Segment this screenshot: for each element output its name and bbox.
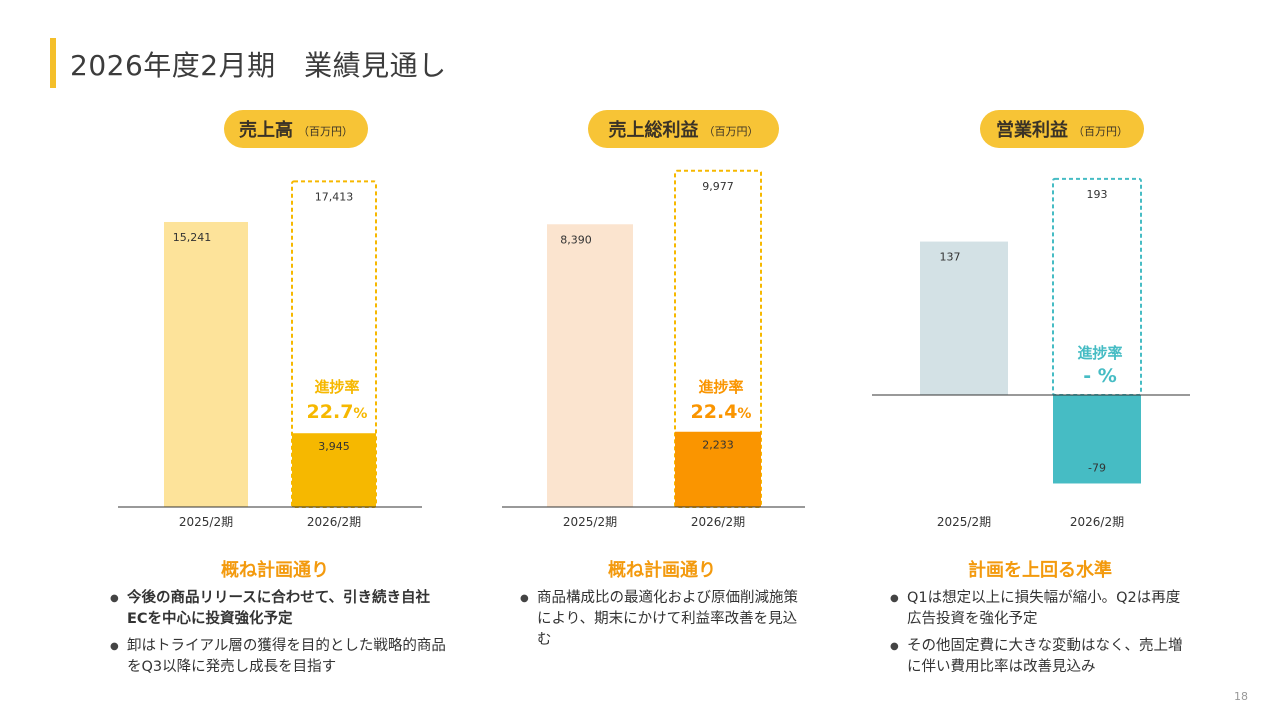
progress-label: 進捗率	[314, 378, 359, 396]
pill-gross-profit: 売上総利益 （百万円）	[588, 110, 779, 148]
heading-gross-profit: 概ね計画通り	[608, 560, 716, 581]
pill-operating-profit: 営業利益 （百万円）	[980, 110, 1144, 148]
pill-sales: 売上高 （百万円）	[224, 110, 368, 148]
bar-actual-value-label: 2,233	[702, 439, 734, 452]
bar-prev-value-label: 15,241	[173, 231, 212, 244]
progress-value: - %	[1083, 365, 1117, 387]
pill-title: 売上総利益	[608, 120, 699, 141]
bar-plan-value-label: 17,413	[315, 190, 354, 203]
bar-actual	[1053, 395, 1141, 484]
bar-actual	[292, 433, 376, 507]
page-title: 2026年度2月期 業績見通し	[70, 49, 447, 82]
progress-label: 進捗率	[698, 378, 743, 396]
progress-number: 22.4	[691, 401, 738, 423]
bar-actual	[675, 431, 761, 507]
x-tick-label: 2025/2期	[563, 515, 617, 529]
heading-operating-profit: 計画を上回る水準	[968, 560, 1112, 581]
title-accent-bar	[50, 38, 56, 88]
list-item: Q1は想定以上に損失幅が縮小。Q2は再度広告投資を強化予定	[890, 588, 1190, 630]
x-tick-label: 2026/2期	[691, 515, 745, 529]
bar-plan-outline	[1052, 177, 1142, 396]
heading-sales: 概ね計画通り	[221, 560, 329, 581]
bar-prev-value-label: 137	[940, 251, 961, 264]
bar-prev-year	[920, 241, 1008, 395]
pill-unit: （百万円）	[1073, 124, 1128, 138]
list-item: 今後の商品リリースに合わせて、引き続き自社ECを中心に投資強化予定	[110, 588, 450, 630]
bar-plan-value-label: 9,977	[702, 180, 734, 193]
bar-actual-value-label: -79	[1088, 461, 1106, 474]
bar-actual-value-label: 3,945	[318, 440, 350, 453]
page-number: 18	[1234, 690, 1248, 703]
x-tick-label: 2025/2期	[937, 515, 991, 529]
list-item: 卸はトライアル層の獲得を目的とした戦略的商品をQ3以降に発売し成長を目指す	[110, 636, 450, 678]
bar-plan-value-label: 193	[1087, 188, 1108, 201]
list-item: 商品構成比の最適化および原価削減施策により、期末にかけて利益率改善を見込む	[520, 588, 800, 651]
progress-label: 進捗率	[1077, 344, 1122, 362]
pill-unit: （百万円）	[703, 124, 759, 138]
x-tick-label: 2026/2期	[307, 515, 361, 529]
progress-unit: %	[353, 406, 367, 422]
progress-number: 22.7	[307, 401, 354, 423]
bar-prev-value-label: 8,390	[560, 233, 592, 246]
list-item: その他固定費に大きな変動はなく、売上増に伴い費用比率は改善見込み	[890, 636, 1190, 678]
x-tick-label: 2026/2期	[1070, 515, 1124, 529]
bar-prev-year	[164, 221, 248, 508]
pill-title: 営業利益	[996, 120, 1068, 141]
pill-unit: （百万円）	[298, 124, 353, 138]
progress-value: 22.4%	[691, 401, 752, 423]
pill-title: 売上高	[239, 120, 293, 141]
progress-number: - %	[1083, 365, 1117, 387]
progress-unit: %	[737, 406, 751, 422]
bar-prev-year	[547, 224, 633, 507]
bullets-operating-profit: Q1は想定以上に損失幅が縮小。Q2は再度広告投資を強化予定 その他固定費に大きな…	[890, 588, 1190, 684]
bullets-sales: 今後の商品リリースに合わせて、引き続き自社ECを中心に投資強化予定 卸はトライア…	[110, 588, 450, 684]
x-tick-label: 2025/2期	[179, 515, 233, 529]
bullets-gross-profit: 商品構成比の最適化および原価削減施策により、期末にかけて利益率改善を見込む	[520, 588, 800, 657]
progress-value: 22.7%	[307, 401, 368, 423]
